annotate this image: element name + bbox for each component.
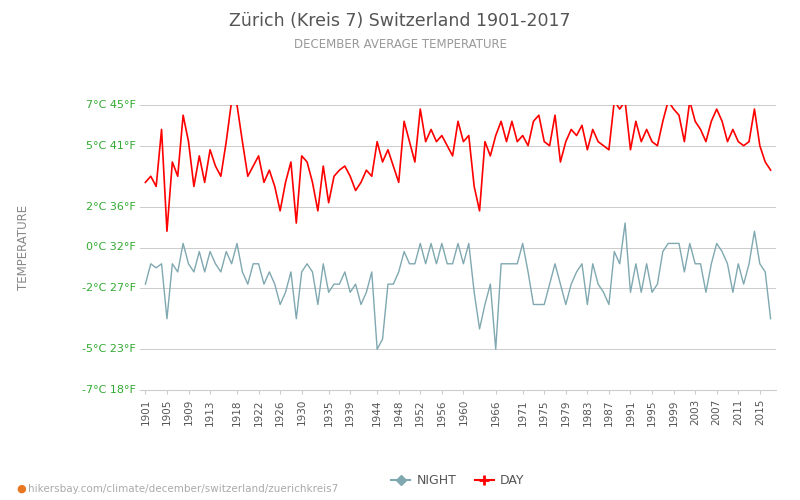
Text: DECEMBER AVERAGE TEMPERATURE: DECEMBER AVERAGE TEMPERATURE xyxy=(294,38,506,51)
Text: -7°C 18°F: -7°C 18°F xyxy=(82,385,136,395)
Text: -5°C 23°F: -5°C 23°F xyxy=(82,344,136,354)
Text: 0°C 32°F: 0°C 32°F xyxy=(86,242,136,252)
Legend: NIGHT, DAY: NIGHT, DAY xyxy=(386,469,530,492)
Text: TEMPERATURE: TEMPERATURE xyxy=(18,205,30,290)
Text: Zürich (Kreis 7) Switzerland 1901-2017: Zürich (Kreis 7) Switzerland 1901-2017 xyxy=(230,12,570,30)
Text: 2°C 36°F: 2°C 36°F xyxy=(86,202,136,212)
Text: -2°C 27°F: -2°C 27°F xyxy=(82,283,136,293)
Text: ●: ● xyxy=(16,484,26,494)
Text: hikersbay.com/climate/december/switzerland/zuerichkreis7: hikersbay.com/climate/december/switzerla… xyxy=(28,484,338,494)
Text: 5°C 41°F: 5°C 41°F xyxy=(86,140,136,150)
Text: 7°C 45°F: 7°C 45°F xyxy=(86,100,136,110)
